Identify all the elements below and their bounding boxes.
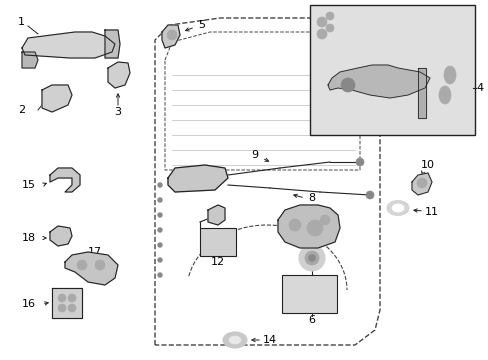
Circle shape <box>298 245 325 271</box>
Ellipse shape <box>438 86 450 104</box>
Circle shape <box>305 251 318 265</box>
Ellipse shape <box>443 66 455 84</box>
Polygon shape <box>50 226 72 246</box>
Circle shape <box>416 178 426 188</box>
Text: 3: 3 <box>114 107 121 117</box>
Circle shape <box>58 304 66 312</box>
Text: 17: 17 <box>88 247 102 257</box>
Circle shape <box>158 183 162 187</box>
Circle shape <box>355 158 363 166</box>
Circle shape <box>340 78 354 92</box>
Polygon shape <box>207 205 224 225</box>
Text: 1: 1 <box>18 17 25 27</box>
Circle shape <box>158 213 162 217</box>
Bar <box>282 275 336 313</box>
Polygon shape <box>168 165 227 192</box>
Circle shape <box>158 198 162 202</box>
Bar <box>309 5 474 135</box>
Circle shape <box>316 29 326 39</box>
Polygon shape <box>162 25 180 48</box>
Circle shape <box>167 30 177 40</box>
Circle shape <box>288 219 301 231</box>
Circle shape <box>306 220 323 236</box>
Circle shape <box>325 24 333 32</box>
Polygon shape <box>411 173 431 195</box>
Polygon shape <box>278 205 339 248</box>
Polygon shape <box>22 32 115 58</box>
Text: 14: 14 <box>263 335 277 345</box>
Ellipse shape <box>223 332 246 348</box>
Circle shape <box>365 191 373 199</box>
Text: 12: 12 <box>210 257 224 267</box>
Circle shape <box>77 260 87 270</box>
Text: 4: 4 <box>475 83 483 93</box>
Polygon shape <box>105 30 120 58</box>
Polygon shape <box>22 52 38 68</box>
Text: 13: 13 <box>210 207 224 217</box>
Polygon shape <box>327 65 429 98</box>
Circle shape <box>95 260 105 270</box>
Polygon shape <box>65 252 118 285</box>
Polygon shape <box>108 62 130 88</box>
Polygon shape <box>42 85 72 112</box>
Text: 16: 16 <box>22 299 36 309</box>
Circle shape <box>319 215 329 225</box>
Text: 2: 2 <box>18 105 25 115</box>
Circle shape <box>316 17 326 27</box>
Ellipse shape <box>386 201 408 216</box>
Ellipse shape <box>391 204 403 212</box>
Circle shape <box>158 228 162 232</box>
Circle shape <box>158 243 162 247</box>
Text: 6: 6 <box>308 315 315 325</box>
Text: 9: 9 <box>251 150 258 160</box>
Circle shape <box>68 304 76 312</box>
Text: 15: 15 <box>22 180 36 190</box>
Text: 7: 7 <box>308 250 315 260</box>
Polygon shape <box>52 288 82 318</box>
Text: 5: 5 <box>198 20 204 30</box>
Text: 11: 11 <box>424 207 438 217</box>
Polygon shape <box>50 168 80 192</box>
Circle shape <box>325 12 333 20</box>
Circle shape <box>308 255 314 261</box>
Polygon shape <box>417 68 425 118</box>
Ellipse shape <box>228 336 241 344</box>
Text: 18: 18 <box>22 233 36 243</box>
Circle shape <box>58 294 66 302</box>
Circle shape <box>158 273 162 277</box>
Circle shape <box>158 258 162 262</box>
Text: 10: 10 <box>420 160 434 170</box>
Circle shape <box>68 294 76 302</box>
Text: 8: 8 <box>308 193 315 203</box>
Bar <box>200 228 236 256</box>
